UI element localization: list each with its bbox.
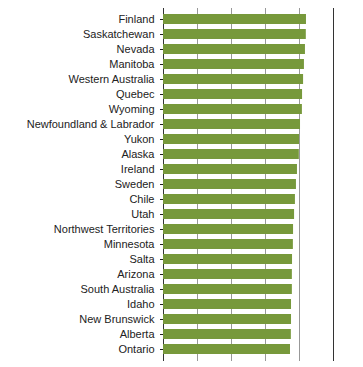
svg-text:Sweden: Sweden <box>115 178 155 190</box>
svg-text:Newfoundland & Labrador: Newfoundland & Labrador <box>27 118 155 130</box>
svg-text:Ontario: Ontario <box>118 343 154 355</box>
svg-text:Arizona: Arizona <box>117 268 155 280</box>
svg-text:Finland: Finland <box>118 13 154 25</box>
svg-text:Alberta: Alberta <box>120 328 156 340</box>
svg-text:Salta: Salta <box>129 253 155 265</box>
svg-text:Wyoming: Wyoming <box>109 103 155 115</box>
svg-text:Nevada: Nevada <box>117 43 156 55</box>
svg-text:Minnesota: Minnesota <box>104 238 156 250</box>
svg-text:Idaho: Idaho <box>127 298 155 310</box>
svg-text:Utah: Utah <box>131 208 154 220</box>
svg-text:Ireland: Ireland <box>121 163 155 175</box>
svg-text:New Brunswick: New Brunswick <box>79 313 155 325</box>
svg-text:Yukon: Yukon <box>124 133 155 145</box>
svg-text:Saskatchewan: Saskatchewan <box>83 28 155 40</box>
svg-text:Northwest Territories: Northwest Territories <box>54 223 155 235</box>
svg-text:Alaska: Alaska <box>121 148 155 160</box>
svg-text:Manitoba: Manitoba <box>109 58 155 70</box>
svg-text:South Australia: South Australia <box>81 283 156 295</box>
svg-text:Quebec: Quebec <box>116 88 155 100</box>
svg-text:Western Australia: Western Australia <box>68 73 155 85</box>
svg-text:Chile: Chile <box>129 193 154 205</box>
